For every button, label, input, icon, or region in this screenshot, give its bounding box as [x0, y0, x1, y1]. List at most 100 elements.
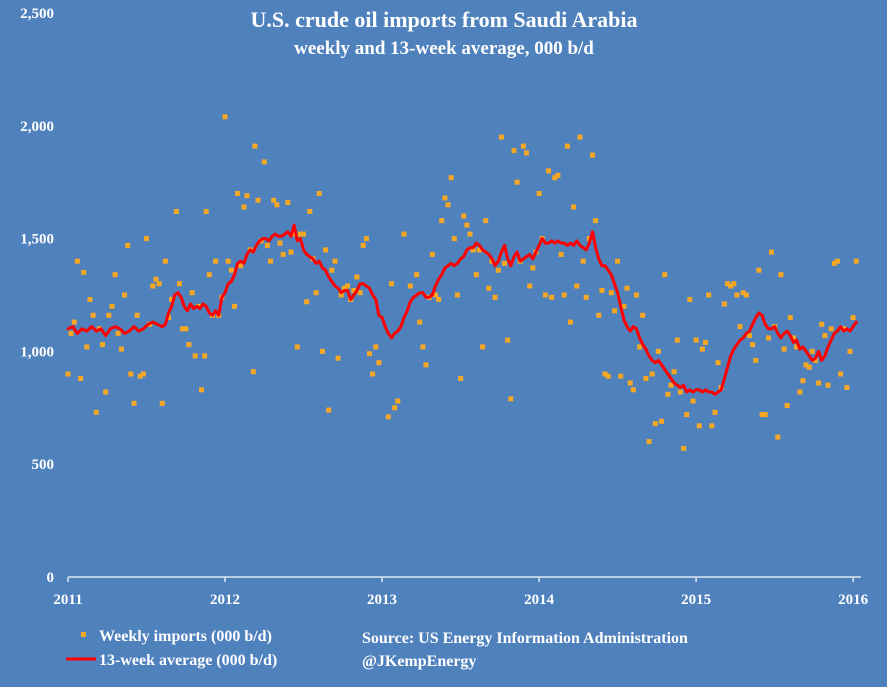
weekly-import-point: [313, 290, 319, 296]
weekly-import-point: [454, 292, 460, 298]
weekly-import-point: [558, 251, 564, 257]
weekly-import-point: [363, 236, 369, 242]
weekly-import-point: [652, 421, 658, 427]
weekly-import-point: [605, 373, 611, 379]
weekly-import-point: [202, 353, 208, 359]
weekly-import-point: [464, 222, 470, 228]
weekly-import-point: [508, 396, 514, 402]
weekly-import-point: [137, 373, 143, 379]
weekly-import-point: [192, 353, 198, 359]
weekly-import-point: [816, 380, 822, 386]
weekly-import-point: [828, 326, 834, 332]
weekly-import-point: [131, 400, 137, 406]
weekly-import-point: [712, 409, 718, 415]
weekly-import-point: [78, 376, 84, 381]
weekly-import-point: [277, 240, 283, 246]
weekly-import-point: [715, 360, 721, 366]
weekly-import-point: [721, 301, 727, 307]
weekly-import-point: [627, 380, 633, 386]
x-tick-label: 2014: [524, 592, 555, 608]
weekly-import-point: [662, 272, 668, 278]
weekly-import-point: [442, 195, 448, 201]
weekly-import-point: [803, 362, 809, 368]
weekly-import-point: [643, 376, 649, 381]
weekly-import-point: [125, 242, 131, 248]
weekly-import-point: [813, 357, 818, 363]
weekly-import-point: [747, 333, 752, 339]
weekly-import-point: [621, 303, 627, 309]
weekly-import-point: [395, 398, 401, 404]
weekly-import-point: [784, 403, 790, 408]
weekly-import-point: [128, 371, 134, 377]
y-tick-label: 0: [47, 570, 55, 586]
weekly-import-point: [238, 263, 244, 269]
x-tick-label: 2012: [210, 592, 240, 608]
weekly-import-point: [115, 330, 121, 336]
weekly-import-point: [376, 360, 382, 366]
weekly-import-point: [492, 294, 498, 300]
weekly-import-point: [602, 371, 608, 377]
weekly-import-point: [451, 236, 457, 242]
weekly-import-point: [781, 346, 787, 352]
weekly-import-point: [153, 276, 159, 282]
weekly-import-point: [84, 344, 90, 350]
weekly-import-point: [122, 292, 127, 298]
weekly-import-point: [162, 258, 168, 264]
weekly-import-point: [542, 292, 548, 298]
weekly-import-point: [93, 409, 99, 415]
weekly-import-point: [338, 292, 344, 298]
weekly-import-point: [432, 292, 438, 298]
weekly-import-point: [681, 445, 687, 451]
weekly-import-point: [341, 285, 347, 291]
weekly-import-point: [520, 143, 526, 149]
weekly-import-point: [853, 258, 859, 264]
weekly-import-point: [797, 389, 803, 395]
weekly-import-point: [159, 400, 165, 406]
weekly-import-point: [671, 369, 677, 375]
weekly-import-point: [612, 308, 617, 314]
weekly-import-point: [693, 337, 699, 343]
weekly-import-point: [206, 272, 212, 278]
weekly-import-point: [759, 412, 765, 418]
weekly-import-point: [690, 398, 696, 404]
weekly-import-point: [530, 265, 536, 271]
weekly-import-point: [668, 382, 674, 388]
weekly-import-point: [844, 385, 850, 390]
weekly-import-point: [546, 168, 551, 174]
weekly-import-point: [222, 114, 228, 120]
weekly-import-point: [511, 148, 517, 154]
weekly-import-point: [709, 423, 715, 429]
weekly-import-point: [392, 405, 398, 411]
weekly-import-point: [417, 319, 423, 325]
weekly-import-point: [274, 202, 280, 208]
legend-weekly-imports-label: Weekly imports (000 b/d): [99, 628, 272, 645]
weekly-import-point: [778, 272, 784, 278]
weekly-import-point: [505, 337, 511, 343]
weekly-import-point: [291, 231, 297, 237]
weekly-import-point: [370, 371, 376, 377]
weekly-import-point: [737, 324, 743, 330]
weekly-import-point: [659, 418, 665, 424]
weekly-import-point: [225, 258, 231, 264]
weekly-import-point: [834, 258, 840, 264]
weekly-import-point: [583, 294, 589, 300]
weekly-import-point: [524, 150, 529, 156]
weekly-import-point: [414, 272, 420, 278]
weekly-import-point: [699, 346, 705, 352]
weekly-import-point: [68, 330, 74, 336]
weekly-import-point: [677, 389, 683, 395]
weekly-import-point: [429, 251, 435, 257]
weekly-import-point: [261, 159, 267, 165]
weekly-import-point: [769, 249, 774, 255]
weekly-import-point: [458, 376, 464, 381]
weekly-import-point: [615, 258, 621, 264]
weekly-import-point: [401, 231, 407, 237]
author-annotation: @JKempEnergy: [362, 653, 476, 670]
weekly-import-point: [750, 342, 756, 348]
weekly-import-point: [703, 339, 708, 345]
weekly-import-point: [244, 193, 250, 199]
weekly-import-point: [593, 218, 599, 224]
weekly-import-point: [809, 348, 815, 354]
weekly-import-point: [345, 283, 350, 289]
chart-subtitle: weekly and 13-week average, 000 b/d: [294, 38, 594, 59]
